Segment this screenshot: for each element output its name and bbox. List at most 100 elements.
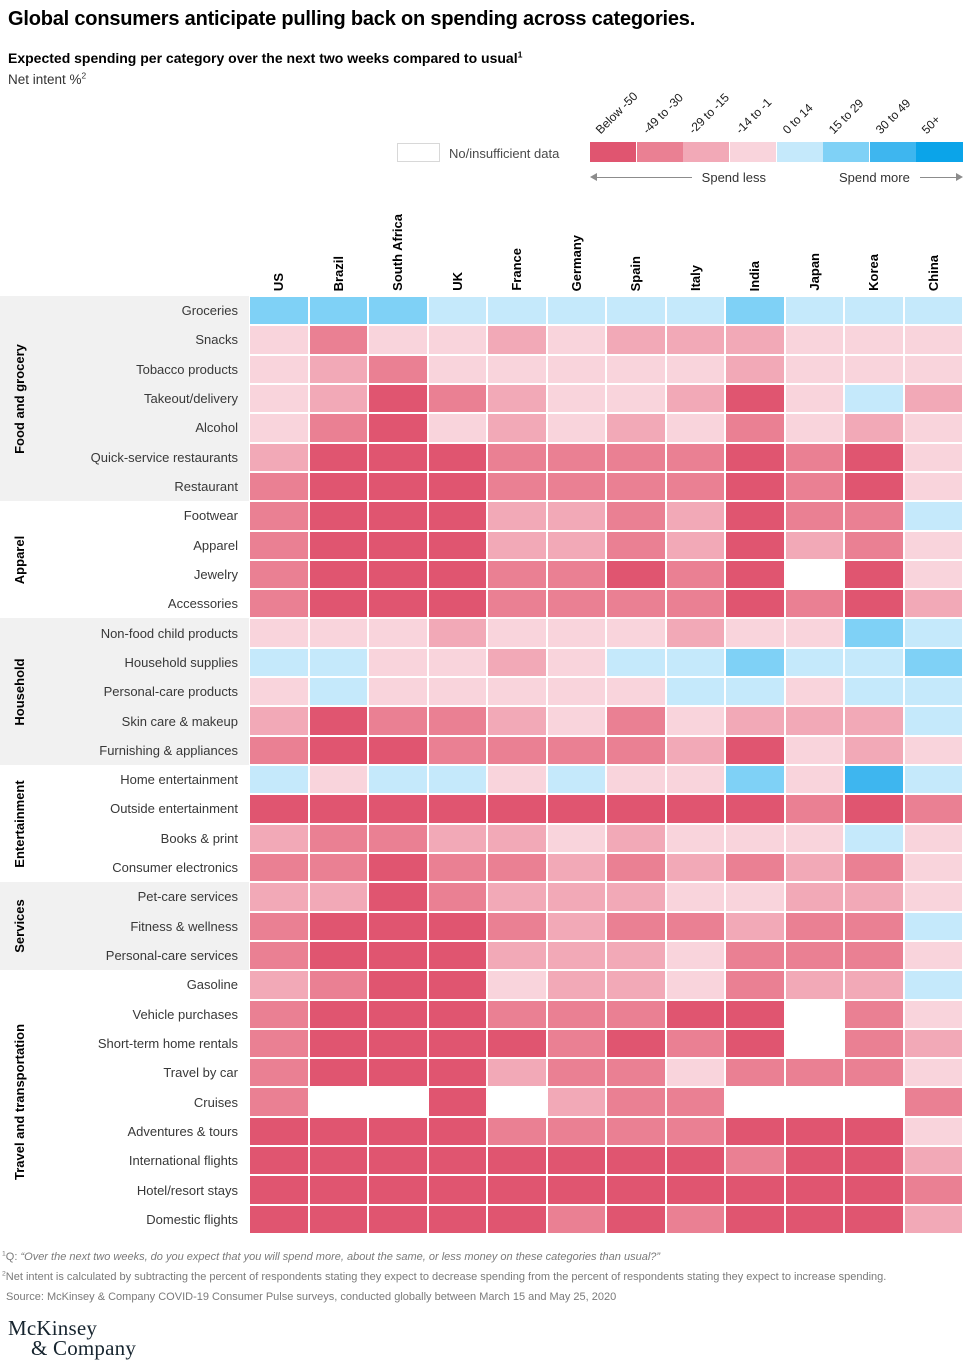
heatmap-cell bbox=[368, 1028, 428, 1059]
heatmap-cell bbox=[249, 471, 309, 502]
heatmap-row: Alcohol bbox=[0, 413, 963, 443]
heatmap-row: Domestic flights bbox=[0, 1204, 963, 1234]
row-label: Alcohol bbox=[195, 420, 238, 436]
heatmap-cell bbox=[784, 354, 844, 384]
heatmap-cell bbox=[308, 852, 368, 883]
heatmap-cell bbox=[308, 823, 368, 853]
heatmap-cell bbox=[665, 765, 725, 795]
heatmap-cell bbox=[427, 999, 487, 1029]
heatmap-cell bbox=[606, 296, 666, 326]
heatmap-cell bbox=[844, 823, 904, 853]
heatmap-cell bbox=[427, 618, 487, 648]
heatmap-row: Jewelry bbox=[0, 559, 963, 590]
heatmap-cell bbox=[844, 383, 904, 414]
heatmap-cell bbox=[546, 970, 606, 1000]
heatmap-cell bbox=[665, 413, 725, 443]
heatmap-cell bbox=[606, 735, 666, 765]
heatmap-cell bbox=[903, 1116, 963, 1147]
heatmap-cell bbox=[844, 735, 904, 765]
heatmap-cell bbox=[308, 677, 368, 707]
heatmap-cell bbox=[487, 1175, 547, 1205]
heatmap-cell bbox=[308, 1116, 368, 1147]
legend-bin-label: Below -50 bbox=[592, 89, 641, 137]
heatmap-cell bbox=[487, 911, 547, 941]
heatmap-cell bbox=[546, 940, 606, 971]
heatmap-cell bbox=[368, 823, 428, 853]
heatmap-cell bbox=[546, 530, 606, 560]
heatmap-cell bbox=[725, 1146, 785, 1176]
heatmap-cell bbox=[606, 765, 666, 795]
heatmap-cell bbox=[249, 911, 309, 941]
heatmap-cell bbox=[487, 735, 547, 765]
heatmap-cell bbox=[368, 677, 428, 707]
heatmap-cell bbox=[546, 999, 606, 1029]
heatmap-cell bbox=[665, 706, 725, 736]
heatmap-cell bbox=[665, 1204, 725, 1234]
heatmap-cell bbox=[546, 794, 606, 824]
legend-bin-label: 30 to 49 bbox=[872, 96, 914, 137]
row-label: Tobacco products bbox=[136, 361, 238, 377]
heatmap-row: Household supplies bbox=[0, 647, 963, 678]
heatmap-row: Groceries bbox=[0, 296, 963, 326]
heatmap-cell bbox=[308, 1175, 368, 1205]
heatmap-cell bbox=[725, 911, 785, 941]
row-label: Pet-care services bbox=[137, 889, 238, 905]
heatmap-row: Vehicle purchases bbox=[0, 999, 963, 1029]
heatmap-cell bbox=[903, 735, 963, 765]
heatmap-cell bbox=[427, 706, 487, 736]
heatmap-cell bbox=[844, 471, 904, 502]
heatmap-cell bbox=[784, 1058, 844, 1088]
heatmap-cell bbox=[725, 1175, 785, 1205]
heatmap-cell bbox=[249, 1028, 309, 1059]
heatmap-cell bbox=[308, 970, 368, 1000]
row-label: Footwear bbox=[183, 508, 238, 524]
row-label: Quick-service restaurants bbox=[90, 449, 238, 465]
heatmap-cell bbox=[249, 647, 309, 678]
heatmap-cell bbox=[249, 1175, 309, 1205]
heatmap-cell bbox=[546, 501, 606, 531]
heatmap-cell bbox=[427, 471, 487, 502]
heatmap-cell bbox=[784, 911, 844, 941]
group-label: Food and grocery bbox=[12, 343, 27, 454]
legend-bin-swatch bbox=[776, 142, 823, 162]
group-household: Household Non-food child products Househol… bbox=[0, 618, 963, 765]
heatmap-cell bbox=[903, 1204, 963, 1234]
heatmap-cell bbox=[606, 1087, 666, 1117]
heatmap-cell bbox=[903, 911, 963, 941]
heatmap-cell bbox=[784, 296, 844, 326]
heatmap-cell bbox=[606, 530, 666, 560]
heatmap-cell bbox=[427, 383, 487, 414]
heatmap-cell bbox=[844, 706, 904, 736]
row-label: Home entertainment bbox=[120, 772, 238, 788]
heatmap-cell bbox=[665, 677, 725, 707]
spend-more-arrow: Spend more bbox=[829, 169, 963, 185]
heatmap-cell bbox=[546, 1204, 606, 1234]
heatmap-cell bbox=[844, 354, 904, 384]
heatmap-cell bbox=[725, 501, 785, 531]
heatmap-cell bbox=[427, 677, 487, 707]
heatmap-cell bbox=[368, 940, 428, 971]
row-label: Adventures & tours bbox=[127, 1123, 238, 1139]
heatmap-cell bbox=[546, 354, 606, 384]
heatmap-cell bbox=[487, 442, 547, 472]
heatmap-cell bbox=[308, 589, 368, 619]
heatmap-cell bbox=[249, 325, 309, 355]
legend-bin-label: 15 to 29 bbox=[825, 96, 867, 137]
heatmap-cell bbox=[546, 765, 606, 795]
heatmap-cell bbox=[487, 1058, 547, 1088]
heatmap-cell bbox=[844, 1028, 904, 1059]
heatmap-cell bbox=[903, 765, 963, 795]
heatmap-cell bbox=[606, 1175, 666, 1205]
heatmap-cell bbox=[784, 413, 844, 443]
heatmap-cell bbox=[606, 1116, 666, 1147]
heatmap-cell bbox=[368, 794, 428, 824]
heatmap-cell bbox=[249, 852, 309, 883]
legend-bin-swatch bbox=[916, 142, 963, 162]
heatmap-cell bbox=[487, 471, 547, 502]
heatmap-cell bbox=[427, 354, 487, 384]
heatmap-cell bbox=[606, 794, 666, 824]
heatmap-cell bbox=[665, 1116, 725, 1147]
logo-line-2: & Company bbox=[31, 1336, 137, 1360]
heatmap-cell bbox=[308, 1058, 368, 1088]
heatmap-cell bbox=[665, 970, 725, 1000]
